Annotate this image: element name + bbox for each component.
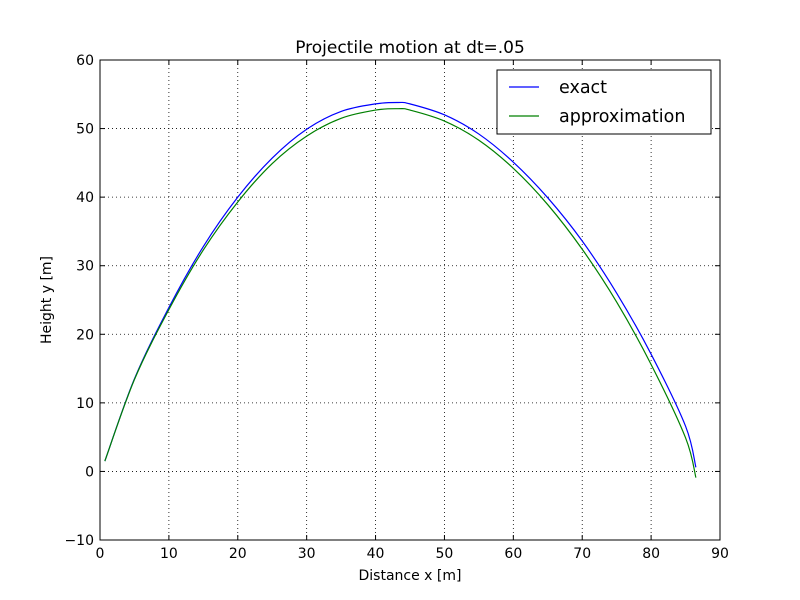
- x-tick-label: 40: [367, 546, 385, 562]
- legend-label-approximation: approximation: [559, 107, 685, 127]
- y-tick-label: 10: [76, 396, 94, 412]
- x-tick-label: 30: [298, 546, 316, 562]
- x-tick-label: 50: [436, 546, 454, 562]
- y-tick-label: 40: [76, 190, 94, 206]
- y-tick-label: 50: [76, 122, 94, 138]
- x-tick-label: 60: [504, 546, 522, 562]
- legend: exact approximation: [496, 69, 712, 135]
- series-line-approximation: [104, 107, 697, 478]
- legend-box: [496, 69, 712, 135]
- x-axis-label: Distance x [m]: [359, 568, 462, 584]
- series-line-exact: [104, 101, 697, 468]
- x-tick-label: 10: [160, 546, 178, 562]
- y-tick-label: 20: [76, 327, 94, 343]
- y-axis-label: Height y [m]: [39, 256, 55, 344]
- x-tick-label: 0: [96, 546, 105, 562]
- legend-label-exact: exact: [559, 78, 607, 98]
- chart-title: Projectile motion at dt=.05: [295, 38, 525, 58]
- y-tick-label: 60: [76, 53, 94, 69]
- plot-area-frame: [99, 59, 721, 541]
- x-tick-label: 20: [229, 546, 247, 562]
- y-tick-label: 30: [76, 259, 94, 275]
- y-tick-label: −10: [64, 533, 94, 549]
- y-tick-label: 0: [85, 464, 94, 480]
- series-lines: [104, 101, 697, 478]
- x-tick-label: 70: [573, 546, 591, 562]
- x-tick-label: 90: [711, 546, 729, 562]
- x-tick-label: 80: [642, 546, 660, 562]
